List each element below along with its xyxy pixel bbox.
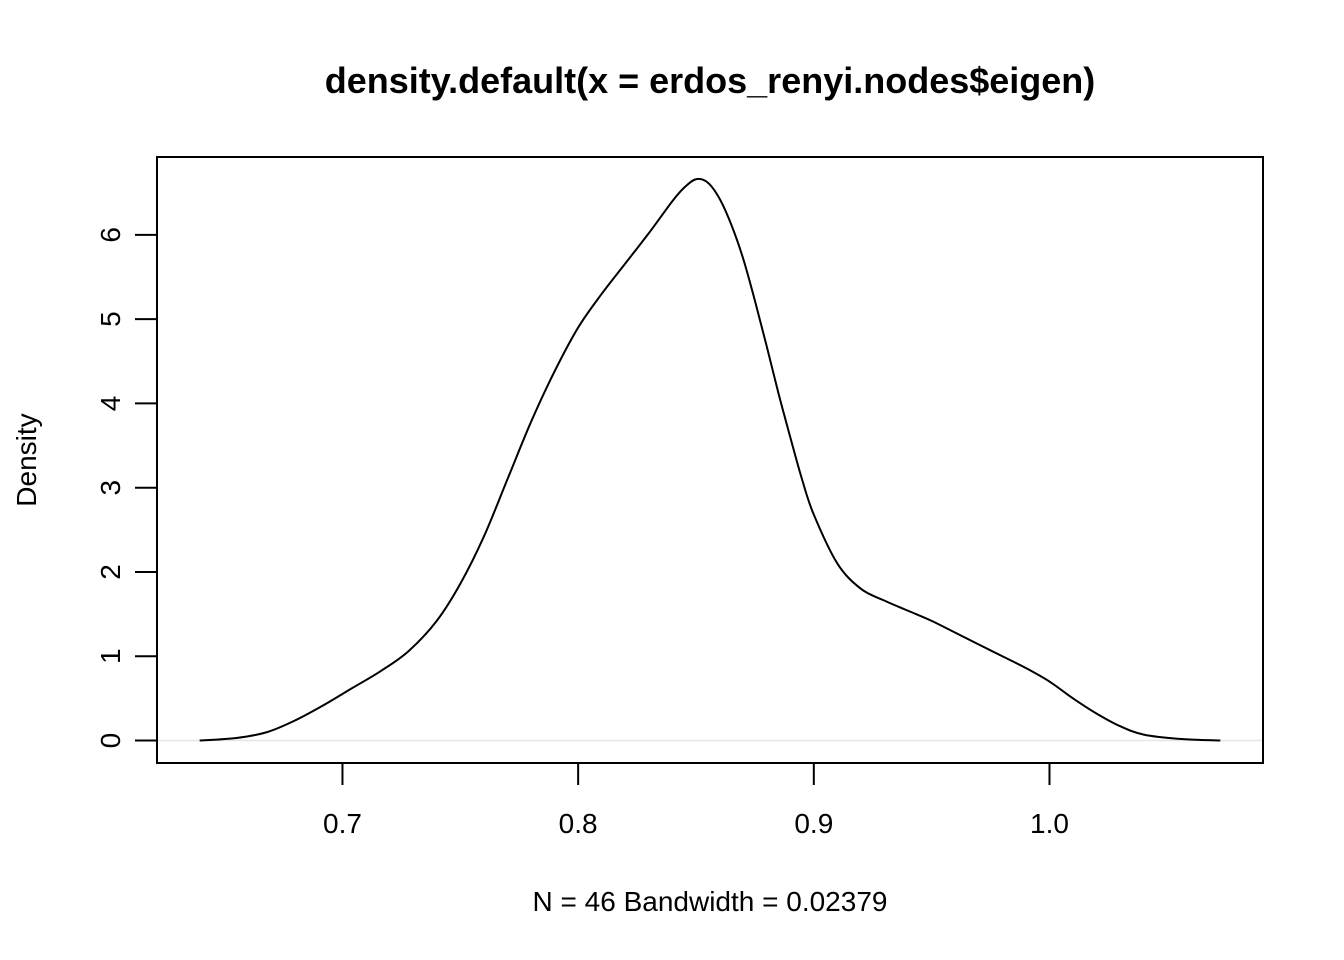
plot-frame [156,156,1264,764]
y-tick-label: 2 [95,564,126,580]
x-axis-label: N = 46 Bandwidth = 0.02379 [533,886,888,917]
y-axis-label: Density [11,413,42,506]
y-tick-label: 3 [95,480,126,496]
x-tick-label: 1.0 [1030,808,1069,839]
y-tick-label: 0 [95,733,126,749]
y-tick-label: 5 [95,311,126,327]
y-tick-label: 4 [95,396,126,412]
y-axis: 0 1 2 3 4 5 6 [95,227,158,749]
chart-title: density.default(x = erdos_renyi.nodes$ei… [325,60,1096,101]
x-tick-label: 0.9 [794,808,833,839]
y-tick-label: 1 [95,648,126,664]
x-tick-label: 0.8 [559,808,598,839]
x-tick-label: 0.7 [323,808,362,839]
y-tick-label: 6 [95,227,126,243]
x-axis: 0.7 0.8 0.9 1.0 [323,762,1069,839]
density-curve [199,177,1221,742]
